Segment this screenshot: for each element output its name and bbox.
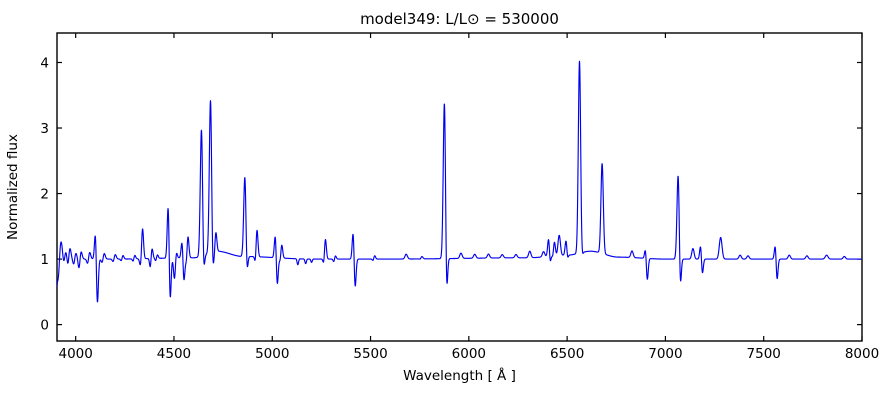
x-tick-label: 5500 bbox=[353, 346, 387, 362]
y-tick-label: 3 bbox=[40, 121, 49, 137]
y-tick-label: 2 bbox=[40, 187, 49, 203]
x-tick-label: 6000 bbox=[452, 346, 486, 362]
plot-frame bbox=[56, 32, 863, 342]
y-tick-label: 0 bbox=[40, 318, 49, 334]
spectrum-series-group bbox=[57, 60, 862, 303]
y-tick-label: 1 bbox=[40, 252, 49, 268]
y-axis-ticks: 0 1 2 3 4 bbox=[40, 55, 862, 334]
spectrum-line bbox=[57, 60, 862, 303]
x-tick-label: 7000 bbox=[648, 346, 682, 362]
chart-title: model349: L/L⊙ = 530000 bbox=[360, 10, 559, 28]
x-axis-title: Wavelength [ Å ] bbox=[403, 367, 516, 384]
x-tick-label: 7500 bbox=[747, 346, 781, 362]
x-tick-label: 8000 bbox=[845, 346, 879, 362]
x-tick-label: 4000 bbox=[58, 346, 92, 362]
x-axis-ticks: 4000 4500 5000 5500 6000 6500 7000 7500 8000 bbox=[58, 33, 879, 362]
y-tick-label: 4 bbox=[40, 55, 49, 71]
x-tick-label: 6500 bbox=[550, 346, 584, 362]
x-tick-label: 5000 bbox=[255, 346, 289, 362]
x-tick-label: 4500 bbox=[157, 346, 191, 362]
y-axis-title: Normalized flux bbox=[5, 134, 21, 240]
